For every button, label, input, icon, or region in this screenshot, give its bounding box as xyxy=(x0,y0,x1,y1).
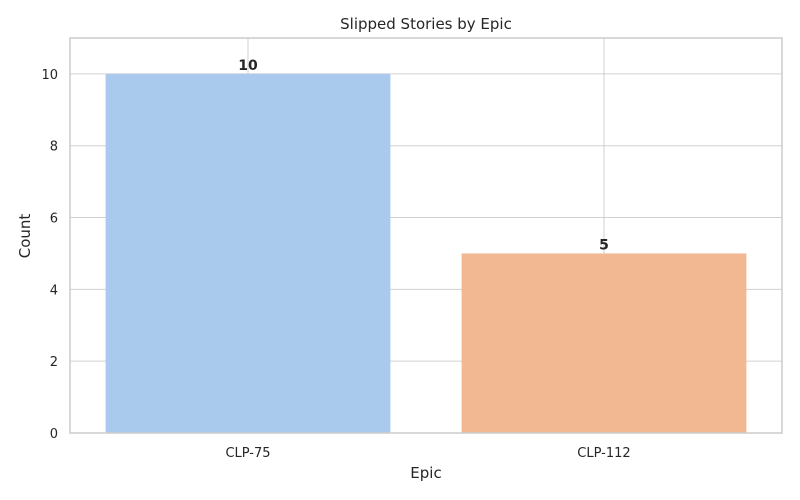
bar-value-label: 10 xyxy=(238,58,258,74)
data-labels: 10 5 xyxy=(238,58,609,254)
x-axis-label: Epic xyxy=(410,464,441,482)
bar-clp-75 xyxy=(105,73,391,433)
y-tick-label: 0 xyxy=(50,427,58,442)
y-tick-labels: 0 2 4 6 8 10 xyxy=(41,68,58,442)
bar-clp-112 xyxy=(461,253,747,433)
y-tick-label: 10 xyxy=(41,68,58,83)
x-tick-labels: CLP-75 CLP-112 xyxy=(225,446,630,461)
y-tick-label: 2 xyxy=(50,355,58,370)
y-tick-label: 8 xyxy=(50,140,58,155)
x-tick-label: CLP-75 xyxy=(225,446,270,461)
bar-value-label: 5 xyxy=(599,237,609,253)
y-tick-label: 4 xyxy=(50,283,58,298)
y-axis-label: Count xyxy=(16,214,34,259)
bars-layer xyxy=(105,73,747,433)
y-tick-label: 6 xyxy=(50,212,58,227)
plot-frame xyxy=(69,37,783,434)
chart-title: Slipped Stories by Epic xyxy=(340,15,512,33)
x-tick-label: CLP-112 xyxy=(577,446,630,461)
